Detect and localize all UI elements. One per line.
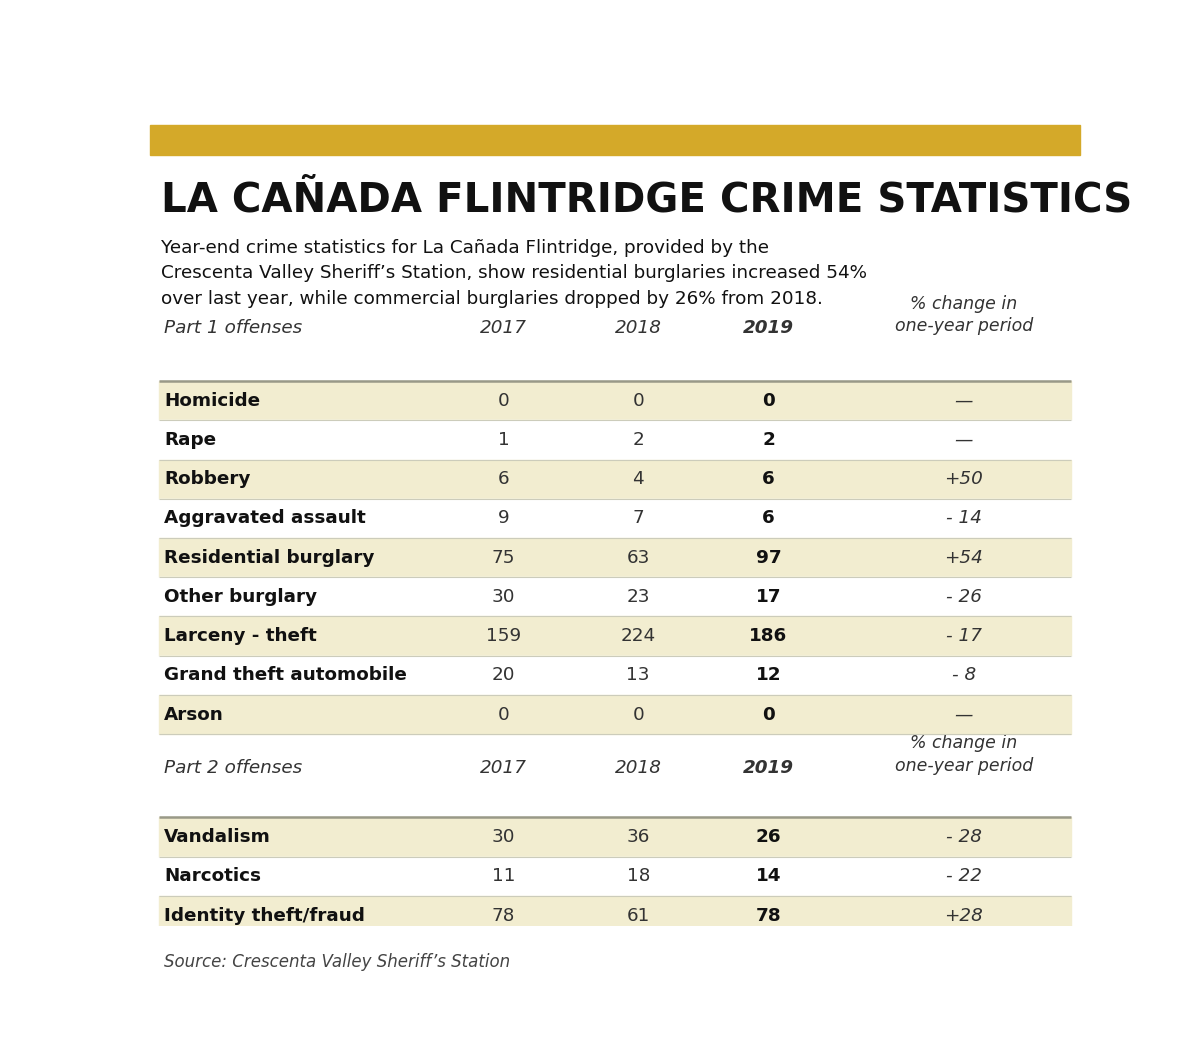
Text: 4: 4 xyxy=(632,470,644,488)
Text: 30: 30 xyxy=(492,588,515,606)
Text: 0: 0 xyxy=(632,705,644,724)
Text: 2019: 2019 xyxy=(743,758,794,777)
Text: Year-end crime statistics for La Cañada Flintridge, provided by the
Crescenta Va: Year-end crime statistics for La Cañada … xyxy=(161,238,868,308)
Text: - 22: - 22 xyxy=(946,867,982,885)
Text: Part 2 offenses: Part 2 offenses xyxy=(164,758,302,777)
Text: Robbery: Robbery xyxy=(164,470,251,488)
Text: Homicide: Homicide xyxy=(164,392,260,410)
Text: 0: 0 xyxy=(762,705,775,724)
Text: 2: 2 xyxy=(632,431,644,449)
Text: 13: 13 xyxy=(626,667,650,684)
Text: 2017: 2017 xyxy=(480,319,527,337)
Text: 75: 75 xyxy=(492,549,515,567)
Text: - 26: - 26 xyxy=(946,588,982,606)
Text: Grand theft automobile: Grand theft automobile xyxy=(164,667,407,684)
Text: 1: 1 xyxy=(498,431,509,449)
Text: Arson: Arson xyxy=(164,705,223,724)
Bar xyxy=(160,538,1070,577)
Text: - 8: - 8 xyxy=(952,667,976,684)
Text: Narcotics: Narcotics xyxy=(164,867,260,885)
Text: Aggravated assault: Aggravated assault xyxy=(164,510,366,527)
Text: Part 1 offenses: Part 1 offenses xyxy=(164,319,302,337)
Text: 6: 6 xyxy=(762,510,775,527)
Text: 6: 6 xyxy=(498,470,509,488)
Bar xyxy=(160,617,1070,656)
Text: 26: 26 xyxy=(756,828,781,847)
Text: - 17: - 17 xyxy=(946,627,982,645)
Text: % change in
one-year period: % change in one-year period xyxy=(895,734,1033,775)
Text: 2: 2 xyxy=(762,431,775,449)
Text: 11: 11 xyxy=(492,867,515,885)
Text: 23: 23 xyxy=(626,588,650,606)
Text: 9: 9 xyxy=(498,510,509,527)
Text: 20: 20 xyxy=(492,667,515,684)
Text: 30: 30 xyxy=(492,828,515,847)
Bar xyxy=(160,896,1070,935)
Bar xyxy=(160,577,1070,617)
Text: 2019: 2019 xyxy=(743,319,794,337)
Text: —: — xyxy=(954,392,973,410)
Text: 6: 6 xyxy=(762,470,775,488)
Text: 78: 78 xyxy=(492,907,515,925)
Text: 159: 159 xyxy=(486,627,521,645)
Text: 63: 63 xyxy=(626,549,650,567)
Text: 0: 0 xyxy=(632,392,644,410)
Text: Vandalism: Vandalism xyxy=(164,828,271,847)
Text: 97: 97 xyxy=(756,549,781,567)
Text: 186: 186 xyxy=(749,627,787,645)
Text: 0: 0 xyxy=(498,705,509,724)
Text: 224: 224 xyxy=(620,627,656,645)
Text: Larceny - theft: Larceny - theft xyxy=(164,627,317,645)
Bar xyxy=(160,460,1070,499)
Text: - 14: - 14 xyxy=(946,510,982,527)
Text: 0: 0 xyxy=(762,392,775,410)
Text: 2018: 2018 xyxy=(614,319,661,337)
Text: 7: 7 xyxy=(632,510,644,527)
Text: —: — xyxy=(954,431,973,449)
Text: 14: 14 xyxy=(756,867,781,885)
Text: 2018: 2018 xyxy=(614,758,661,777)
Bar xyxy=(150,125,1080,155)
Bar xyxy=(160,695,1070,734)
Text: LA CAÑADA FLINTRIDGE CRIME STATISTICS: LA CAÑADA FLINTRIDGE CRIME STATISTICS xyxy=(161,181,1133,220)
Text: 78: 78 xyxy=(756,907,781,925)
Text: Source: Crescenta Valley Sheriff’s Station: Source: Crescenta Valley Sheriff’s Stati… xyxy=(164,953,510,970)
Bar xyxy=(160,499,1070,538)
Text: Other burglary: Other burglary xyxy=(164,588,317,606)
Text: +50: +50 xyxy=(944,470,983,488)
Text: - 28: - 28 xyxy=(946,828,982,847)
Text: +28: +28 xyxy=(944,907,983,925)
Bar xyxy=(160,817,1070,857)
Text: 0: 0 xyxy=(498,392,509,410)
Text: 17: 17 xyxy=(756,588,781,606)
Text: —: — xyxy=(954,705,973,724)
Text: 61: 61 xyxy=(626,907,650,925)
Bar xyxy=(160,381,1070,420)
Text: +54: +54 xyxy=(944,549,983,567)
Text: 12: 12 xyxy=(756,667,781,684)
Text: 18: 18 xyxy=(626,867,650,885)
Bar xyxy=(160,420,1070,460)
Text: % change in
one-year period: % change in one-year period xyxy=(895,294,1033,336)
Text: Residential burglary: Residential burglary xyxy=(164,549,374,567)
Text: 2017: 2017 xyxy=(480,758,527,777)
Text: Rape: Rape xyxy=(164,431,216,449)
Text: 36: 36 xyxy=(626,828,650,847)
Bar xyxy=(160,857,1070,896)
Bar xyxy=(160,656,1070,695)
Text: Identity theft/fraud: Identity theft/fraud xyxy=(164,907,365,925)
